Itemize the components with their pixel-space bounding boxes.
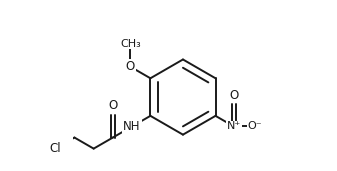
Text: O: O bbox=[126, 60, 135, 73]
Text: O: O bbox=[108, 99, 118, 112]
Text: O⁻: O⁻ bbox=[248, 121, 263, 131]
Text: N⁺: N⁺ bbox=[227, 121, 241, 131]
Text: O: O bbox=[229, 89, 239, 102]
Text: Cl: Cl bbox=[50, 142, 61, 155]
Text: CH₃: CH₃ bbox=[120, 39, 141, 49]
Text: NH: NH bbox=[123, 120, 141, 133]
